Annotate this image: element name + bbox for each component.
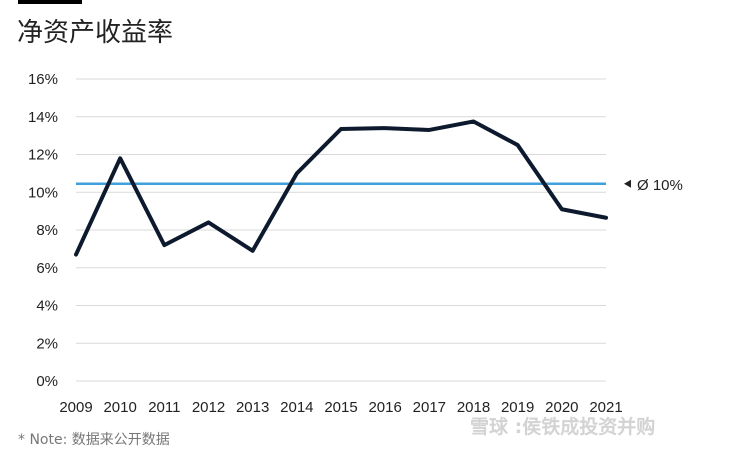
x-tick-label-2017: 2017 [413,399,446,416]
x-tick-label-2016: 2016 [368,399,401,416]
x-tick-label-2018: 2018 [457,399,490,416]
y-tick-label-0: 0% [36,373,58,390]
y-tick-label-6: 6% [36,260,58,277]
x-tick-label-2012: 2012 [192,399,225,416]
x-tick-label-2009: 2009 [59,399,92,416]
y-axis-tick-labels: 0% 2% 4% 6% 8% 10% 12% 14% 16% [28,71,58,390]
x-tick-label-2014: 2014 [280,399,313,416]
series-line-0 [74,119,608,257]
y-tick-label-10: 10% [28,184,58,201]
grid-lines [76,78,606,382]
x-axis-tick-labels: 2009 2010 2011 2012 2013 2014 2015 2016 2017 2018… [59,399,622,416]
chart-title: 净资产收益率 [17,18,174,48]
reference-line-label: Ø 10% [637,177,683,194]
x-tick-label-2019: 2019 [501,399,534,416]
y-tick-label-12: 12% [28,147,58,164]
y-tick-label-2: 2% [36,335,58,352]
reference-marker-icon [624,179,631,188]
y-tick-label-16: 16% [28,71,58,88]
x-tick-label-2010: 2010 [103,399,136,416]
x-tick-label-2021: 2021 [589,399,622,416]
source-note: * Note: 数据来公开数据 [18,432,170,448]
x-tick-label-2011: 2011 [148,399,180,416]
x-tick-label-2013: 2013 [236,399,269,416]
title-accent-bar [18,0,82,4]
watermark: 雪球 :侯铁成投资并购 [470,416,656,438]
reference-line-group: Ø 10% [76,177,683,194]
y-tick-label-8: 8% [36,222,58,239]
y-tick-label-4: 4% [36,298,58,315]
x-tick-label-2020: 2020 [545,399,578,416]
series-group [74,119,608,257]
x-tick-label-2015: 2015 [324,399,357,416]
y-tick-label-14: 14% [28,109,58,126]
